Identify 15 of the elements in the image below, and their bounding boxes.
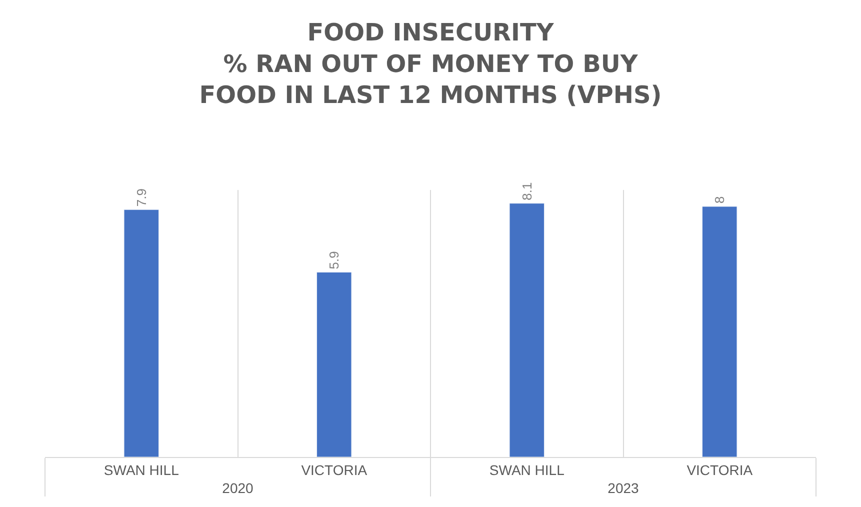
text: 2023 bbox=[608, 480, 640, 496]
bar bbox=[702, 206, 738, 457]
x-tick-label: SWAN HILL bbox=[489, 462, 565, 478]
x-tick-label: VICTORIA bbox=[301, 462, 368, 478]
data-label: 8.1 bbox=[519, 182, 534, 200]
bar bbox=[124, 209, 159, 457]
x-tick-label: SWAN HILL bbox=[104, 462, 180, 478]
bar bbox=[509, 203, 544, 457]
chart-title: FOOD INSECURITY % RAN OUT OF MONEY TO BUY FOOD IN LAST 12 MONTHS (VPHS) bbox=[199, 18, 662, 109]
data-label: 8 bbox=[712, 196, 728, 204]
text: 2020 bbox=[222, 480, 254, 496]
data-label: 7.9 bbox=[134, 188, 149, 207]
x-tick-label: VICTORIA bbox=[686, 462, 754, 478]
bar bbox=[316, 272, 352, 457]
data-label: 5.9 bbox=[326, 251, 342, 270]
